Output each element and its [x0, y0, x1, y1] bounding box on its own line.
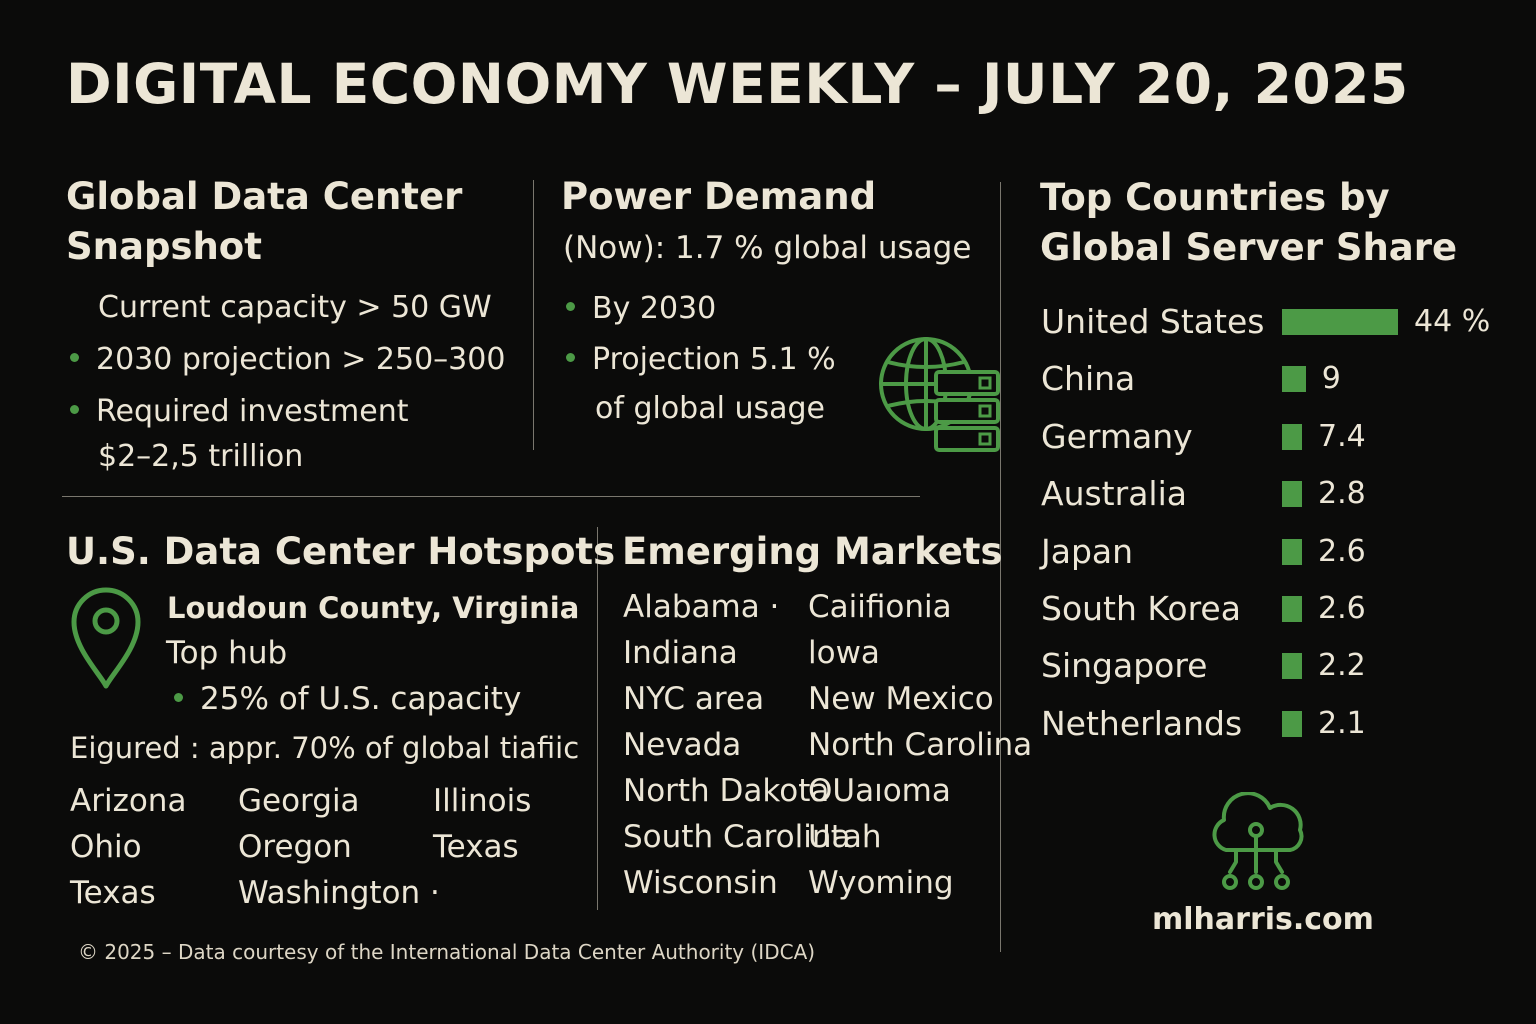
list-item: OUaıoma [808, 773, 951, 809]
snapshot-heading-line1: Global Data Center [66, 175, 463, 218]
list-item: Alabama · [623, 589, 780, 625]
traffic-note: Eigured : appr. 70% of global tiafiic [70, 731, 580, 765]
hotspots-heading: U.S. Data Center Hotspots [66, 530, 616, 573]
map-pin-icon [71, 587, 141, 689]
category-label: Netherlands [1041, 703, 1243, 743]
bullet-icon [70, 353, 79, 362]
power-projection-line2: of global usage [595, 391, 826, 426]
list-item: Washington · [238, 875, 440, 911]
category-label: United States [1041, 302, 1265, 341]
list-item: Wisconsin [623, 865, 778, 901]
hub-share-text: 25% of U.S. capacity [200, 681, 522, 717]
bullet-icon [566, 353, 575, 362]
category-label: China [1041, 359, 1136, 399]
divider-horizontal [62, 496, 920, 497]
snapshot-projection: 2030 projection > 250–300 [70, 340, 505, 380]
value-label: 7.4 [1318, 418, 1366, 454]
list-item [433, 873, 573, 913]
bar [1282, 481, 1302, 508]
list-item: Nevada [623, 727, 742, 763]
bar [1282, 596, 1302, 622]
list-item: NYC area [623, 681, 765, 717]
value-label: 2.1 [1318, 705, 1366, 741]
bar [1282, 653, 1302, 680]
globe-server-icon [879, 337, 1000, 452]
power-subheading: (Now): 1.7 % global usage [563, 230, 972, 266]
value-label: 9 [1321, 361, 1341, 397]
category-label: Australia [1041, 474, 1187, 514]
chart-title-line1: Top Countries by [1040, 176, 1390, 219]
emerging-markets-list: Alabama · Caiifionia Indiana lowa NYC ar… [623, 587, 1033, 903]
list-item: Utah [808, 819, 882, 855]
snapshot-investment: Required investment [70, 392, 408, 432]
list-item: Ohio [70, 829, 142, 865]
list-item: Caiifionia [808, 589, 952, 625]
list-item: North Dakota [623, 773, 830, 809]
value-label: 2.8 [1318, 476, 1366, 512]
list-item: Oregon [238, 829, 352, 865]
list-item: Wyoming [808, 865, 954, 901]
value-label: 2.2 [1318, 648, 1366, 684]
list-item: lowa [808, 635, 880, 671]
hub-share: 25% of U.S. capacity [174, 679, 521, 719]
snapshot-investment-text: Required investment [96, 394, 409, 429]
chart-title-line2: Global Server Share [1040, 226, 1458, 269]
snapshot-capacity: Current capacity > 50 GW [98, 290, 492, 325]
bar [1282, 538, 1302, 565]
category-label: South Korea [1041, 589, 1241, 628]
category-label: Singapore [1041, 646, 1208, 686]
category-label: Germany [1041, 416, 1193, 456]
category-label: Japan [1041, 531, 1134, 571]
power-by2030: By 2030 [566, 289, 716, 329]
divider-snapshot-power [533, 180, 534, 450]
value-label: 2.6 [1318, 533, 1366, 569]
bar [1282, 309, 1398, 335]
snapshot-projection-text: 2030 projection > 250–300 [96, 342, 506, 377]
power-heading: Power Demand [561, 175, 877, 218]
footer-credit: © 2025 – Data courtesy of the Internatio… [78, 940, 816, 964]
bullet-icon [566, 302, 575, 311]
value-label: 44 % [1414, 304, 1491, 339]
bar [1282, 366, 1306, 393]
brand-name: mlharris.com [1152, 902, 1374, 937]
power-projection: Projection 5.1 % [566, 340, 836, 380]
hub-name: Loudoun County, Virginia [167, 591, 580, 625]
divider-hotspots-emerging [597, 527, 598, 910]
bar [1282, 710, 1302, 737]
page-title: DIGITAL ECONOMY WEEKLY – JULY 20, 2025 [66, 52, 1409, 116]
power-projection-text: Projection 5.1 % [592, 342, 836, 377]
list-item: New Mexico [808, 681, 994, 717]
list-item: Indiana [623, 635, 738, 671]
value-label: 2.6 [1318, 591, 1366, 626]
hotspot-states-list: Arizona Georgia Illinois Ohio Oregon Tex… [70, 781, 573, 913]
bullet-icon [174, 693, 183, 702]
emerging-heading: Emerging Markets [622, 530, 1003, 573]
snapshot-heading: Global Data Center Snapshot [66, 172, 462, 272]
power-by2030-text: By 2030 [592, 291, 717, 326]
list-item: Georgia [238, 783, 360, 819]
bullet-icon [70, 405, 79, 414]
snapshot-heading-line2: Snapshot [66, 225, 262, 268]
cloud-network-icon [1212, 792, 1304, 890]
bar [1282, 423, 1302, 450]
list-item: Texas [70, 875, 156, 911]
list-item: Arizona [70, 783, 187, 819]
list-item: Illinois [433, 783, 532, 819]
divider-right-column [1000, 182, 1001, 952]
chart-title: Top Countries by Global Server Share [1040, 173, 1457, 273]
list-item: North Carolina [808, 727, 1033, 763]
hub-label: Top hub [166, 635, 288, 671]
snapshot-investment-amount: $2–2,5 trillion [98, 439, 304, 474]
list-item: South Carolina [623, 819, 851, 855]
list-item: Texas [433, 829, 519, 865]
